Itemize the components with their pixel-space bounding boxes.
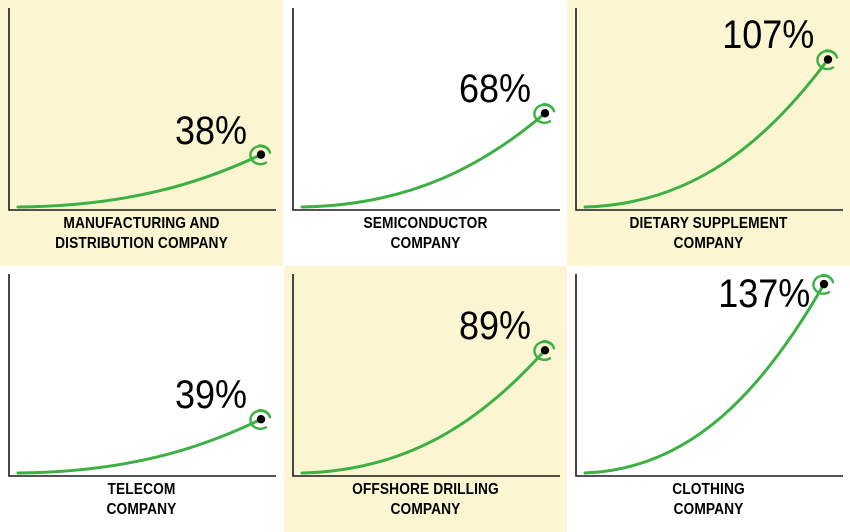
chart-plot-dietary-supplement <box>567 0 850 266</box>
growth-curve <box>583 282 826 475</box>
endpoint-ring <box>533 340 556 362</box>
chart-plot-telecom <box>0 266 283 532</box>
company-label-line-1: CLOTHING <box>672 481 745 498</box>
panel-background <box>0 0 283 266</box>
company-label-line-2: COMPANY <box>673 235 744 252</box>
value-label-offshore-drilling: 89% <box>458 304 531 349</box>
panel-background <box>284 266 567 532</box>
company-label-manufacturing: MANUFACTURING AND DISTRIBUTION COMPANY <box>20 214 263 254</box>
axis-lines <box>292 8 560 211</box>
chart-plot-manufacturing <box>0 0 283 266</box>
chart-panel-telecom: 39% TELECOM COMPANY <box>0 266 283 532</box>
growth-curve <box>300 111 547 209</box>
endpoint-ring <box>816 49 839 71</box>
company-label-line-1: TELECOM <box>107 481 176 498</box>
company-label-offshore-drilling: OFFSHORE DRILLING COMPANY <box>304 480 547 520</box>
endpoint-ring <box>249 409 272 430</box>
growth-curve <box>583 57 830 209</box>
chart-panel-manufacturing: 38% MANUFACTURING AND DISTRIBUTION COMPA… <box>0 0 283 266</box>
company-label-line-2: COMPANY <box>390 501 461 518</box>
chart-panel-clothing: 137% CLOTHING COMPANY <box>567 266 850 532</box>
chart-plot-offshore-drilling <box>284 266 567 532</box>
axis-lines <box>575 274 843 477</box>
company-label-line-2: DISTRIBUTION COMPANY <box>55 235 228 252</box>
endpoint-ring <box>249 144 272 166</box>
endpoint-dot <box>256 150 266 159</box>
value-label-telecom: 39% <box>174 373 247 418</box>
company-label-line-1: MANUFACTURING AND <box>63 215 220 232</box>
endpoint-dot <box>823 55 833 64</box>
company-label-line-2: COMPANY <box>390 235 461 252</box>
axis-lines <box>292 274 560 477</box>
value-label-clothing: 137% <box>717 272 810 316</box>
company-label-dietary-supplement: DIETARY SUPPLEMENT COMPANY <box>587 214 830 254</box>
panel-background <box>0 266 283 532</box>
axis-lines <box>575 8 843 211</box>
growth-curve <box>300 348 547 475</box>
company-label-line-1: OFFSHORE DRILLING <box>352 481 499 498</box>
endpoint-ring <box>533 103 556 124</box>
value-label-semiconductor: 68% <box>458 67 531 112</box>
chart-panel-dietary-supplement: 107% DIETARY SUPPLEMENT COMPANY <box>567 0 850 266</box>
chart-panel-semiconductor: 68% SEMICONDUCTOR COMPANY <box>284 0 567 266</box>
endpoint-ring <box>812 273 835 295</box>
company-label-line-2: COMPANY <box>106 501 177 518</box>
chart-plot-semiconductor <box>284 0 567 266</box>
endpoint-dot <box>540 109 550 118</box>
chart-panel-offshore-drilling: 89% OFFSHORE DRILLING COMPANY <box>284 266 567 532</box>
panel-background <box>567 266 850 532</box>
company-label-telecom: TELECOM COMPANY <box>20 480 263 520</box>
axis-lines <box>8 8 276 211</box>
value-label-manufacturing: 38% <box>174 108 247 153</box>
endpoint-dot <box>256 415 266 424</box>
endpoint-dot <box>819 279 829 289</box>
axis-lines <box>8 274 276 477</box>
company-label-line-1: DIETARY SUPPLEMENT <box>629 215 788 232</box>
value-label-dietary-supplement: 107% <box>721 13 814 58</box>
growth-curve <box>16 153 263 209</box>
company-label-clothing: CLOTHING COMPANY <box>587 480 830 520</box>
growth-curve <box>16 417 263 475</box>
chart-plot-clothing <box>567 266 850 532</box>
company-label-semiconductor: SEMICONDUCTOR COMPANY <box>304 214 547 254</box>
endpoint-dot <box>540 346 550 355</box>
company-label-line-2: COMPANY <box>673 501 744 518</box>
company-label-line-1: SEMICONDUCTOR <box>363 215 488 232</box>
panel-background <box>567 0 850 266</box>
